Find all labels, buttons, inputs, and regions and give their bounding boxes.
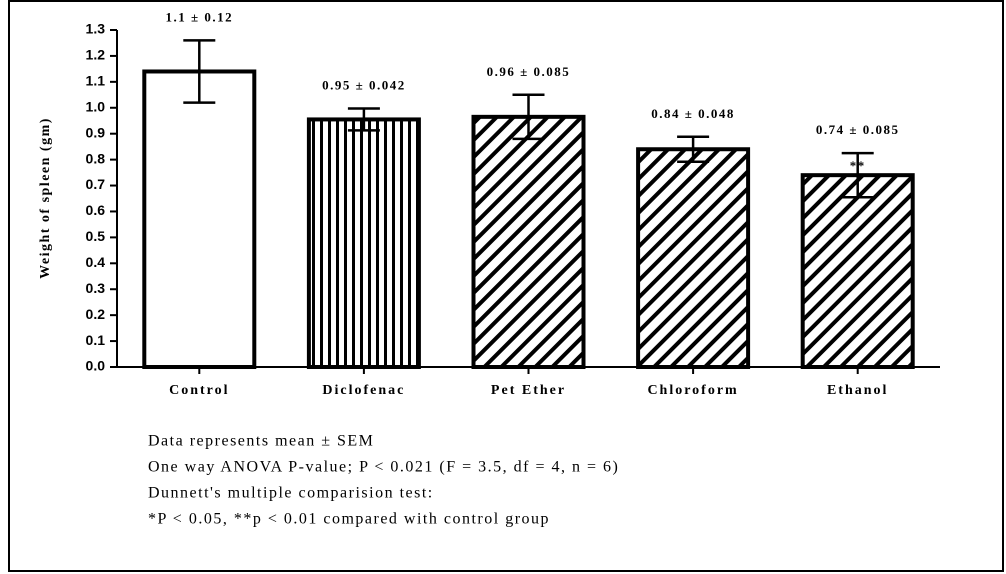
value-label: 1.1 ± 0.12 [165, 9, 233, 24]
y-tick-label: 0.6 [86, 202, 106, 218]
y-tick-label: 0.4 [86, 254, 106, 270]
note: Data represents mean ± SEM [148, 433, 374, 450]
error-bar [677, 135, 710, 163]
y-tick-label: 0.9 [86, 124, 106, 140]
frame [8, 0, 1004, 572]
y-tick-label: 0.0 [86, 358, 106, 374]
value-label: 0.96 ± 0.085 [487, 64, 571, 79]
x-tick-label: Ethanol [827, 383, 888, 398]
note: *P < 0.05, **p < 0.01 compared with cont… [148, 511, 550, 528]
value-label: 0.95 ± 0.042 [322, 78, 406, 93]
error-bar [512, 93, 545, 141]
x-tick-label: Diclofenac [322, 383, 405, 398]
y-tick-label: 0.3 [86, 280, 106, 296]
y-tick-label: 0.8 [86, 150, 106, 166]
y-tick-label: 1.3 [86, 21, 106, 37]
y-axis-label: Weight of spleen (gm) [38, 117, 53, 279]
significance-label: ** [850, 158, 866, 173]
value-label: 0.84 ± 0.048 [651, 106, 735, 121]
y-tick-label: 0.2 [86, 306, 106, 322]
bar [800, 173, 915, 369]
y-tick-label: 1.2 [86, 47, 106, 63]
y-tick-label: 1.0 [86, 98, 106, 114]
bar [142, 69, 257, 369]
y-tick-label: 0.7 [86, 176, 106, 192]
y-tick-label: 0.1 [86, 332, 106, 348]
value-label: 0.74 ± 0.085 [816, 122, 900, 137]
bar [636, 147, 751, 369]
error-bar [183, 39, 216, 104]
y-tick-label: 0.5 [86, 228, 106, 244]
bar [306, 117, 421, 369]
note: One way ANOVA P-value; P < 0.021 (F = 3.… [148, 459, 619, 476]
x-tick-label: Chloroform [647, 383, 738, 398]
note: Dunnett's multiple comparision test: [148, 485, 434, 502]
x-tick-label: Pet Ether [491, 383, 566, 398]
x-tick-label: Control [169, 383, 229, 398]
error-bar [841, 151, 874, 199]
bar [471, 114, 586, 370]
y-tick-label: 1.1 [86, 73, 106, 89]
error-bar [347, 107, 380, 132]
